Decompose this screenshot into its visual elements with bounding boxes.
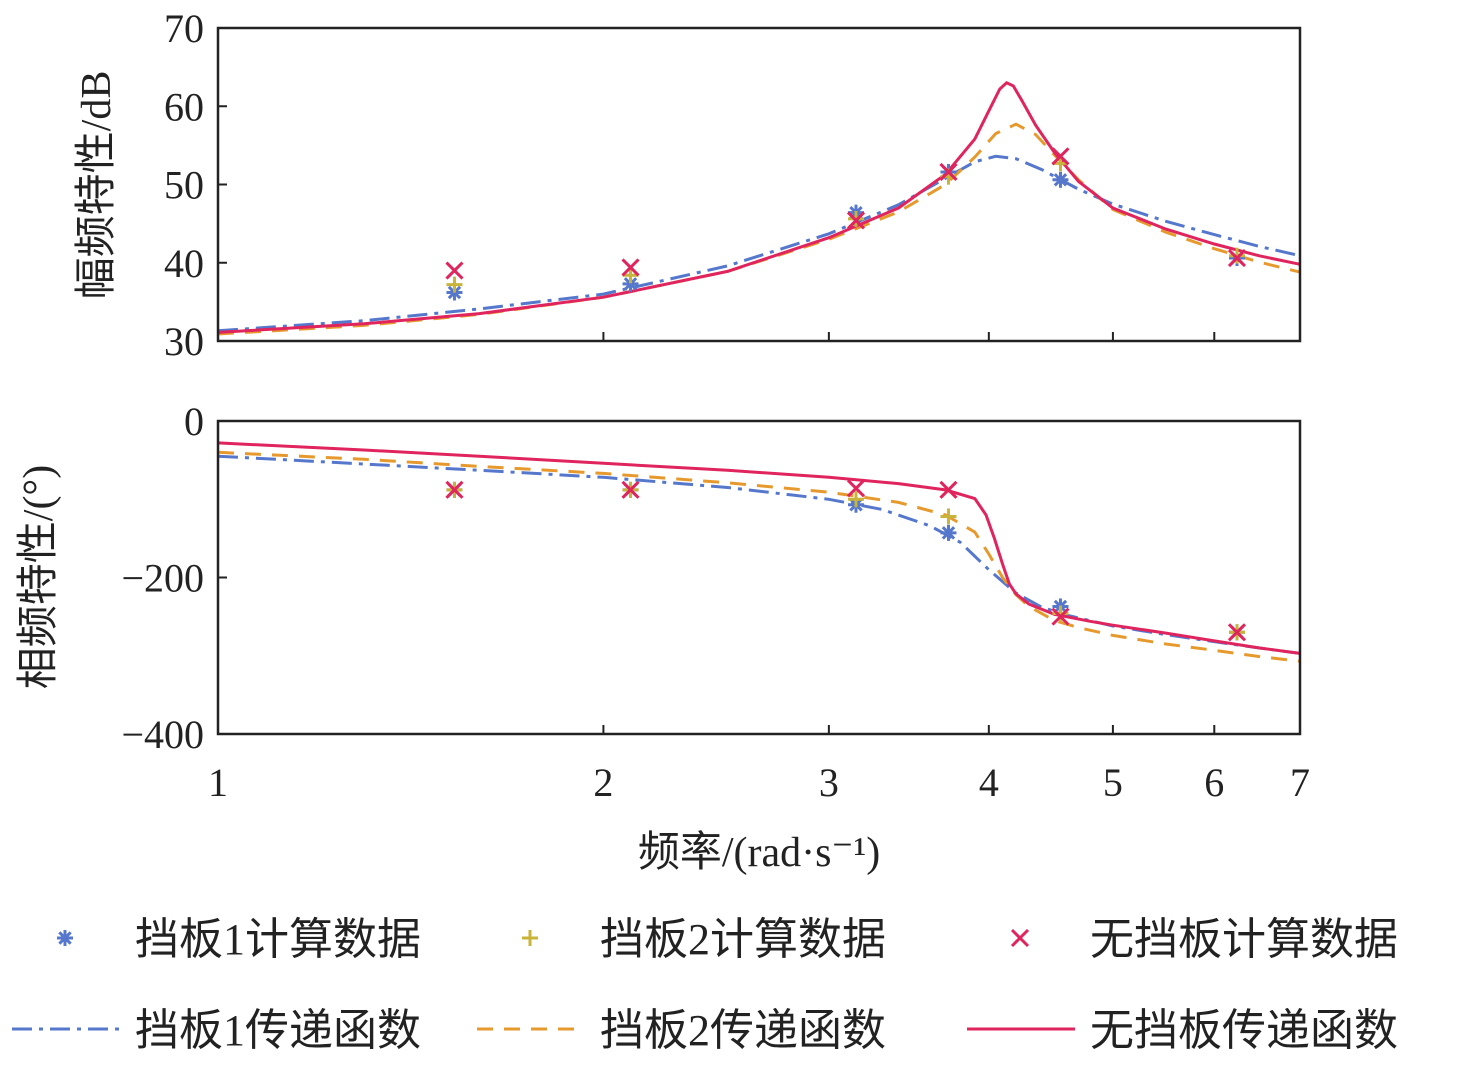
magnitude-point-no-baffle-calc bbox=[846, 211, 866, 230]
magnitude-y-axis-label: 幅频特性/dB bbox=[74, 71, 120, 300]
phase-point-baffle2-calc bbox=[847, 491, 864, 508]
magnitude-series-no-baffle-transfer-function bbox=[217, 81, 1301, 334]
magnitude-y-tick-label: 70 bbox=[164, 6, 204, 51]
legend-item-baffle2-transfer-function: 挡板2传递函数 bbox=[477, 1006, 886, 1055]
x-axis-label: 频率/(rad·s⁻¹) bbox=[638, 829, 880, 876]
legend-label: 挡板2传递函数 bbox=[600, 1006, 886, 1055]
phase-point-baffle2-calc bbox=[940, 508, 957, 525]
magnitude-series-baffle2-transfer-function bbox=[217, 122, 1301, 336]
magnitude-point-baffle2-calc bbox=[1228, 247, 1245, 264]
magnitude-series-baffle1-transfer-function bbox=[217, 154, 1301, 333]
legend-item-baffle2-calc: 挡板2计算数据 bbox=[522, 915, 886, 964]
x-tick-label: 4 bbox=[979, 760, 999, 805]
phase-point-no-baffle-calc bbox=[621, 480, 640, 499]
x-tick-layer: 1 2 3 4 5 6 7 bbox=[208, 760, 1310, 805]
phase-y-tick-label: −200 bbox=[121, 556, 204, 601]
phase-y-axis-label: 相频特性/(°) bbox=[16, 465, 62, 689]
magnitude-point-no-baffle-calc bbox=[1051, 147, 1070, 166]
phase-point-no-baffle-calc bbox=[1051, 607, 1070, 626]
magnitude-plot-frame bbox=[216, 26, 1302, 343]
phase-point-no-baffle-calc bbox=[939, 480, 958, 499]
legend-label: 无挡板计算数据 bbox=[1090, 915, 1398, 964]
x-tick-label: 5 bbox=[1103, 760, 1123, 805]
phase-point-baffle1-calc bbox=[940, 524, 957, 541]
magnitude-point-baffle2-calc bbox=[622, 267, 639, 284]
magnitude-y-tick-label: 60 bbox=[164, 84, 204, 129]
legend-item-no-baffle-transfer-function: 无挡板传递函数 bbox=[967, 1006, 1398, 1055]
phase-tick-layer: 0 −200 −400 bbox=[121, 399, 1301, 757]
legend-item-baffle1-calc: 挡板1计算数据 bbox=[57, 915, 421, 964]
phase-panel: 0 −200 −400 相频特性/(°) bbox=[16, 399, 1302, 757]
magnitude-panel: 30 40 50 60 70 幅频特性/dB bbox=[74, 6, 1302, 364]
phase-series-layer bbox=[217, 441, 1301, 663]
x-tick-label: 7 bbox=[1290, 760, 1310, 805]
x-tick-label: 3 bbox=[819, 760, 839, 805]
legend-item-baffle1-transfer-function: 挡板1传递函数 bbox=[12, 1006, 421, 1055]
phase-series-no-baffle-transfer-function bbox=[217, 441, 1301, 655]
phase-y-tick-label: 0 bbox=[184, 399, 204, 444]
legend-marker-baffle2 bbox=[522, 930, 538, 946]
x-tick-label: 6 bbox=[1204, 760, 1224, 805]
magnitude-point-no-baffle-calc bbox=[445, 261, 464, 280]
magnitude-point-no-baffle-calc bbox=[939, 162, 958, 182]
magnitude-point-baffle1-calc bbox=[1052, 171, 1069, 188]
phase-point-no-baffle-calc bbox=[1227, 623, 1247, 642]
magnitude-series-layer bbox=[217, 81, 1301, 336]
legend-label: 挡板1计算数据 bbox=[135, 915, 421, 964]
phase-y-tick-label: −400 bbox=[121, 712, 204, 757]
magnitude-point-baffle2-calc bbox=[446, 276, 463, 293]
phase-point-no-baffle-calc bbox=[846, 479, 866, 498]
magnitude-point-no-baffle-calc bbox=[621, 258, 640, 277]
legend-marker-no-baffle bbox=[1010, 928, 1030, 948]
legend-label: 挡板2计算数据 bbox=[600, 915, 886, 964]
magnitude-y-tick-label: 30 bbox=[164, 319, 204, 364]
legend-item-no-baffle-calc: 无挡板计算数据 bbox=[1010, 915, 1398, 964]
legend-marker-baffle1 bbox=[57, 930, 73, 946]
legend-label: 无挡板传递函数 bbox=[1090, 1006, 1398, 1055]
x-tick-label: 1 bbox=[208, 760, 228, 805]
phase-plot-frame bbox=[216, 419, 1302, 736]
x-tick-label: 2 bbox=[593, 760, 613, 805]
magnitude-tick-layer: 30 40 50 60 70 bbox=[164, 6, 1301, 364]
magnitude-y-tick-label: 50 bbox=[164, 163, 204, 208]
phase-point-baffle2-calc bbox=[1052, 605, 1069, 622]
magnitude-point-no-baffle-calc bbox=[1227, 248, 1247, 268]
legend-label: 挡板1传递函数 bbox=[135, 1006, 421, 1055]
magnitude-y-tick-label: 40 bbox=[164, 241, 204, 286]
phase-series-baffle2-transfer-function bbox=[217, 450, 1301, 663]
phase-point-no-baffle-calc bbox=[445, 480, 464, 499]
